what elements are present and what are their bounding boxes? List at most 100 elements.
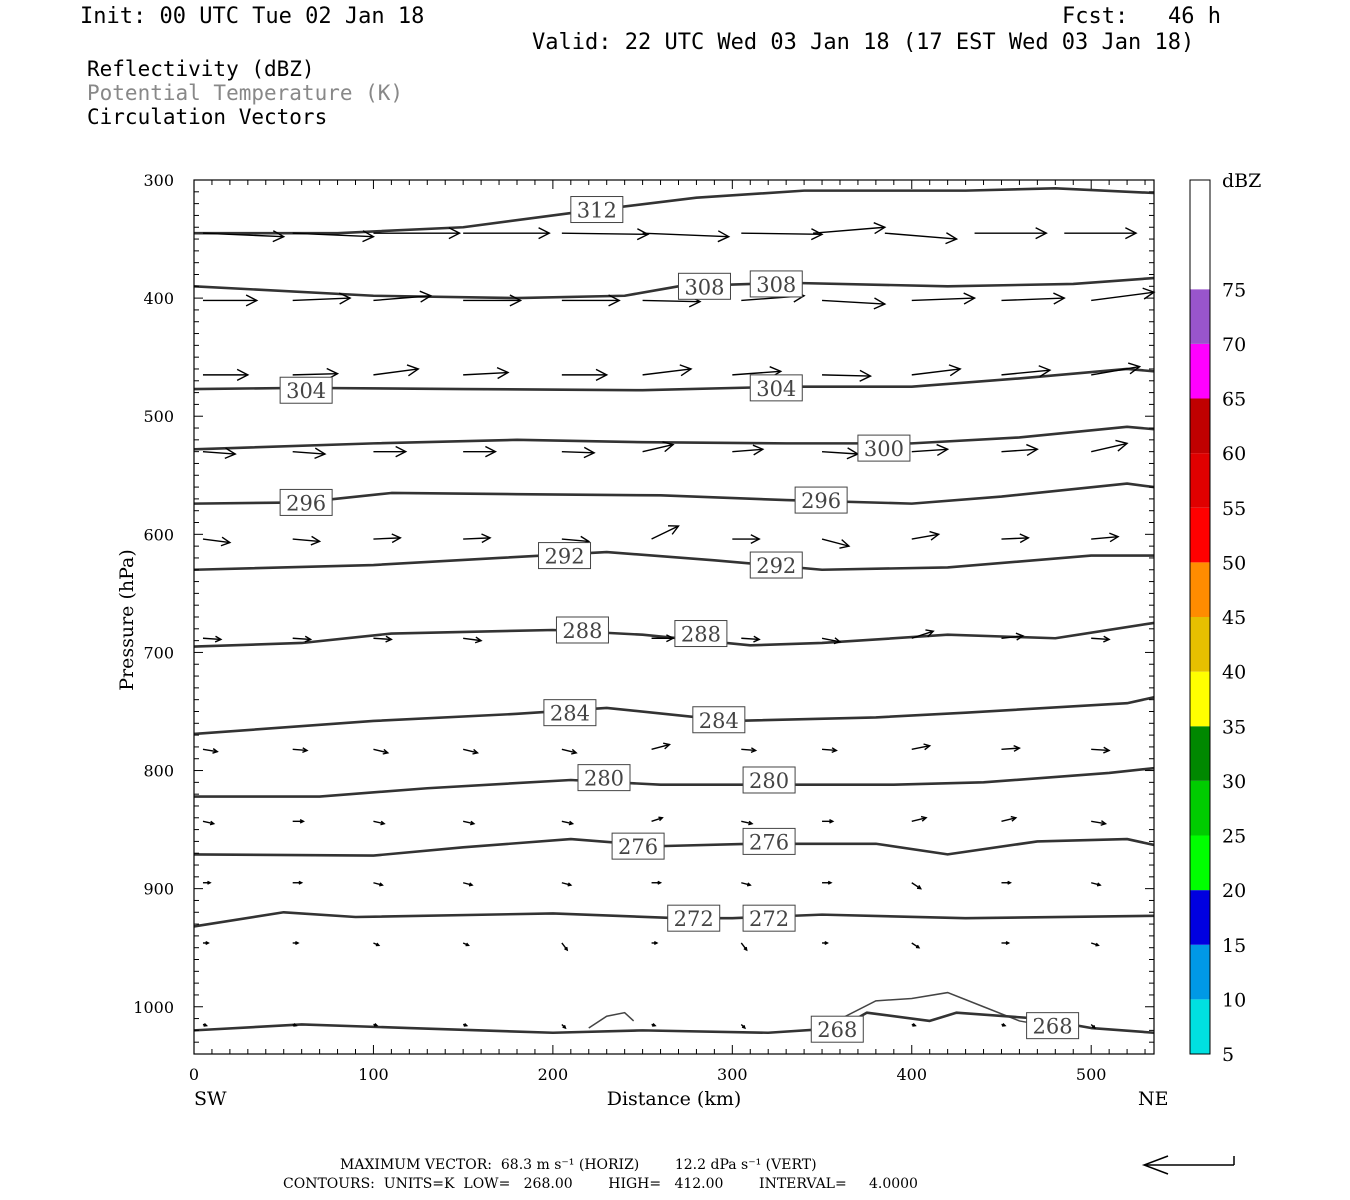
vector-head <box>859 369 873 382</box>
circulation-vector <box>463 445 497 458</box>
field-potential-temperature: Potential Temperature (K) <box>87 81 404 105</box>
circulation-vector <box>1091 362 1142 376</box>
vector-head <box>568 820 575 826</box>
circulation-vector <box>821 297 887 310</box>
circulation-vector <box>1001 632 1025 641</box>
circulation-vector <box>373 942 381 947</box>
vector-head <box>220 536 232 547</box>
x-axis-title: Distance (km) <box>607 1088 742 1110</box>
vector-head <box>920 815 928 822</box>
vector-head <box>595 368 609 381</box>
circulation-vector <box>1090 1023 1096 1030</box>
circulation-vector <box>561 1023 567 1030</box>
isentrope-label-text: 308 <box>684 275 724 299</box>
isentrope-label-box <box>538 542 592 570</box>
colorbar-cell <box>1190 835 1210 891</box>
vector-head <box>395 445 408 458</box>
isentrope-label-box <box>794 486 848 514</box>
circulation-vector <box>463 820 476 826</box>
colorbar-label: 75 <box>1222 279 1246 301</box>
vector-head <box>509 294 523 307</box>
isentrope-label-box <box>742 827 796 855</box>
circulation-vector <box>911 530 941 541</box>
vector-head <box>936 443 950 457</box>
vector-head <box>912 1023 917 1027</box>
isentrope-label-276: 276 <box>742 827 796 855</box>
vector-shaft <box>561 820 573 825</box>
vector-head <box>945 232 959 245</box>
circulation-vector <box>911 629 935 639</box>
vector-shaft <box>1091 442 1128 453</box>
vector-head <box>1015 632 1025 641</box>
colorbar-cell <box>1190 944 1210 1000</box>
vector-head <box>717 230 731 243</box>
vector-shaft <box>651 525 679 540</box>
circulation-vector <box>561 294 621 307</box>
vector-head <box>562 1024 567 1030</box>
isentrope-292 <box>193 550 1154 572</box>
vector-shaft <box>642 368 692 376</box>
isentrope-276 <box>193 837 1155 857</box>
circulation-vector <box>732 534 761 544</box>
vector-head <box>824 940 829 945</box>
circulation-vector <box>292 230 375 243</box>
vector-shaft <box>821 637 841 643</box>
vector-head <box>1010 815 1018 822</box>
x-tick-label: 100 <box>358 1065 389 1084</box>
secondary-contour <box>836 991 1074 1032</box>
vector-head <box>1109 532 1120 543</box>
circulation-vector <box>292 535 322 546</box>
vector-head <box>1005 940 1011 945</box>
circulation-vector <box>373 882 384 887</box>
vector-shaft <box>463 537 491 540</box>
vector-shaft <box>741 232 823 236</box>
circulation-vector <box>292 940 300 945</box>
vector-shaft <box>911 297 975 302</box>
vector-shaft <box>561 232 648 236</box>
circulation-vector <box>373 227 462 240</box>
circulation-vector <box>741 635 761 643</box>
vector-shaft <box>911 368 961 376</box>
isentrope-label-text: 288 <box>681 623 721 647</box>
vector-head <box>1096 882 1102 887</box>
isentrope-label-312: 312 <box>570 196 624 224</box>
vector-head <box>1100 820 1108 826</box>
vector-head <box>224 447 237 460</box>
vector-head <box>653 940 659 945</box>
isentrope-288 <box>193 621 1155 648</box>
vector-shaft <box>373 637 392 641</box>
vector-head <box>207 880 212 885</box>
forecast-hour: Fcst: 46 h <box>1062 4 1221 29</box>
colorbar-label: 60 <box>1222 443 1246 465</box>
vector-shaft <box>821 299 885 305</box>
vector-shaft <box>463 637 482 642</box>
circulation-vector <box>884 232 959 245</box>
vector-head <box>1026 443 1039 457</box>
circulation-vector <box>561 882 573 887</box>
vector-shaft <box>292 450 326 455</box>
x-tick-label: 500 <box>1076 1065 1107 1084</box>
circulation-vector <box>1091 820 1108 826</box>
circulation-vector <box>642 441 675 453</box>
vector-head <box>1038 365 1052 378</box>
isentrope-label-292: 292 <box>538 542 592 570</box>
vector-shaft <box>373 820 385 825</box>
vector-head <box>1115 439 1129 452</box>
vector-head <box>379 882 384 887</box>
axes: 0 100 200 300 400 500 300 400 500 600 700 800 900 100… <box>133 171 1155 1084</box>
circulation-vector <box>1091 439 1129 453</box>
circulation-vector <box>642 364 693 377</box>
vector-head <box>1013 744 1021 752</box>
isentrope-label-288: 288 <box>674 620 728 648</box>
vector-head <box>209 820 216 826</box>
isentrope-label-box <box>279 376 333 404</box>
circulation-vector <box>462 1023 469 1027</box>
circulation-vector <box>561 748 578 755</box>
vector-shaft <box>741 637 760 641</box>
vector-head <box>658 816 664 822</box>
vector-shaft <box>561 450 595 454</box>
colorbar-label: 70 <box>1222 334 1246 356</box>
vector-head <box>465 942 470 947</box>
vector-head <box>214 635 223 643</box>
circulation-vector <box>202 447 237 460</box>
